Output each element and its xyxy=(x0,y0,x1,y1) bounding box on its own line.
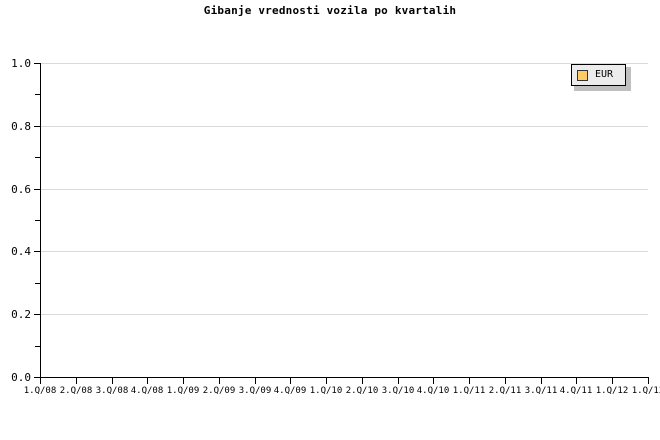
x-axis-tick xyxy=(326,378,327,384)
y-axis-tick xyxy=(34,63,40,64)
x-axis-tick xyxy=(541,378,542,384)
gridline xyxy=(40,251,648,253)
legend-swatch-eur xyxy=(577,69,588,81)
gridline xyxy=(40,63,648,64)
x-axis-tick-label: 4.Q/10 xyxy=(416,386,450,396)
y-axis-tick-label: 0.8 xyxy=(11,119,31,133)
legend-label-eur: EUR xyxy=(595,69,614,80)
x-axis-tick xyxy=(398,378,399,384)
x-axis-tick xyxy=(648,378,649,384)
y-axis-tick-label: 0.4 xyxy=(11,245,31,259)
y-axis-line xyxy=(40,63,41,378)
x-axis-line xyxy=(40,377,649,378)
legend[interactable]: EUR xyxy=(571,64,626,86)
x-axis-tick xyxy=(112,378,113,384)
x-axis-tick-label: 3.Q/08 xyxy=(95,386,129,396)
x-axis-tick-label: 1.Q/08 xyxy=(23,386,57,396)
y-axis-tick-label: 0.2 xyxy=(11,308,31,322)
x-axis-tick-label: 2.Q/11 xyxy=(488,386,522,396)
y-axis-tick xyxy=(34,377,40,378)
y-axis-minor-tick xyxy=(35,220,40,221)
x-axis-tick-label: 2.Q/08 xyxy=(59,386,93,396)
x-axis-tick xyxy=(505,378,506,384)
x-axis-tick xyxy=(362,378,363,384)
x-axis-tick xyxy=(576,378,577,384)
y-axis-minor-tick xyxy=(35,282,40,284)
x-axis-tick-label: 1.Q/12 xyxy=(631,386,660,396)
y-axis-tick xyxy=(34,188,40,190)
x-axis-tick-label: 4.Q/08 xyxy=(130,386,164,396)
x-axis-tick xyxy=(219,378,220,384)
y-axis-tick-label: 0.0 xyxy=(11,371,31,384)
y-axis-tick-label: 0.6 xyxy=(11,182,31,196)
x-axis-tick-label: 2.Q/09 xyxy=(202,386,236,396)
x-axis-tick-label: 4.Q/09 xyxy=(273,386,307,396)
x-axis-tick-label: 1.Q/09 xyxy=(166,386,200,396)
x-axis-tick xyxy=(290,378,291,384)
x-axis-tick xyxy=(433,378,434,384)
x-axis-tick-label: 3.Q/10 xyxy=(381,386,415,396)
gridline xyxy=(40,314,648,316)
x-axis-tick-label: 1.Q/11 xyxy=(452,386,486,396)
y-axis-tick xyxy=(34,314,40,316)
x-axis-tick xyxy=(147,378,148,384)
x-axis-tick-label: 1.Q/10 xyxy=(309,386,343,396)
plot-area xyxy=(40,63,648,377)
y-axis-minor-tick xyxy=(35,94,40,96)
x-axis-tick xyxy=(612,378,613,384)
y-axis-minor-tick xyxy=(35,157,40,159)
y-axis-tick-label: 1.0 xyxy=(11,57,31,70)
x-axis-tick xyxy=(40,378,41,384)
x-axis-tick xyxy=(76,378,77,384)
y-axis-tick xyxy=(34,251,40,253)
x-axis-tick-label: 2.Q/10 xyxy=(345,386,379,396)
gridline xyxy=(40,125,648,127)
y-axis-minor-tick xyxy=(35,345,40,347)
x-axis-tick-label: 4.Q/11 xyxy=(559,386,593,396)
x-axis-tick-label: 3.Q/11 xyxy=(524,386,558,396)
x-axis-tick xyxy=(183,378,184,384)
x-axis-tick-label: 3.Q/09 xyxy=(238,386,272,396)
x-axis-tick xyxy=(469,378,470,384)
y-axis-tick xyxy=(34,125,40,127)
x-axis-tick-label: 1.Q/12 xyxy=(595,386,629,396)
x-axis-tick xyxy=(255,378,256,384)
gridline xyxy=(40,188,648,190)
chart-title: Gibanje vrednosti vozila po kvartalih xyxy=(203,4,457,17)
